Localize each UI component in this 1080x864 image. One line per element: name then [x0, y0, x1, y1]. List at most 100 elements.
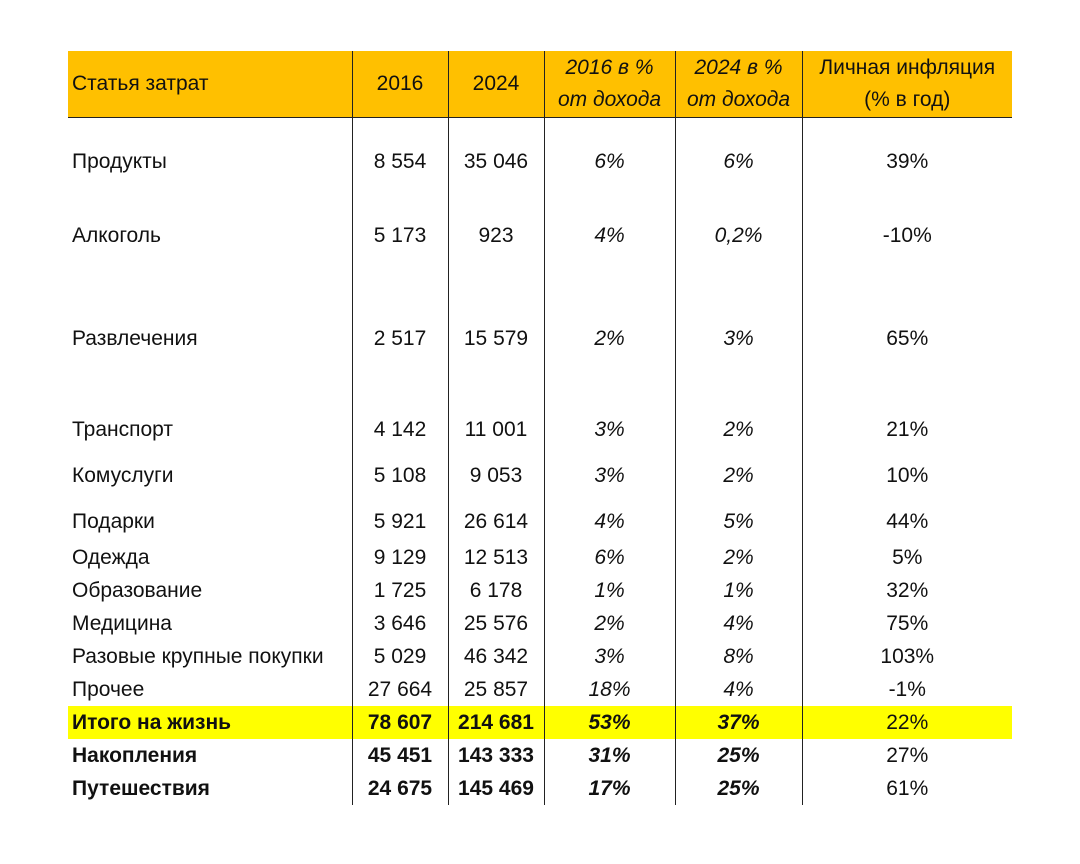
- cell-pct-2024: 6%: [675, 117, 803, 206]
- cell-pct-2024: 2%: [675, 448, 803, 503]
- header-item-label: Статья затрат: [72, 72, 209, 95]
- cell-inflation: 22%: [802, 706, 1012, 739]
- table-row: Медицина 3 646 25 576 2% 4% 75%: [68, 607, 1012, 640]
- cell-pct-2016: 1%: [544, 574, 676, 607]
- cell-inflation: 32%: [886, 578, 929, 602]
- header-pct-2024: 2024 в % от дохода: [675, 51, 803, 118]
- table-row: Прочее 27 664 25 857 18% 4% -1%: [68, 673, 1012, 706]
- cell-pct-2016: 3%: [544, 412, 676, 448]
- cell-2016: 45 451: [352, 739, 449, 772]
- row-label: Подарки: [68, 503, 353, 541]
- header-2024-label: 2024: [472, 72, 520, 95]
- cell-inflation: 44%: [886, 510, 929, 533]
- cell-pct-2016: 3%: [544, 448, 676, 503]
- row-label: Медицина: [68, 607, 353, 640]
- cell-pct-2024: 3%: [675, 266, 803, 412]
- table-row: Образование 1 725 6 178 1% 1% 32%: [68, 574, 1012, 607]
- header-row: Статья затрат 2016 2024 2016 в % от дохо…: [68, 51, 1012, 118]
- cell-2024: 25 576: [448, 607, 545, 640]
- cell-2024: 145 469: [448, 772, 545, 805]
- cell-2016: 9 129: [352, 541, 449, 574]
- header-inflation-line2: (% в год): [864, 88, 951, 111]
- table-row: Путешествия 24 675 145 469 17% 25% 61%: [68, 772, 1012, 805]
- cell-2016: 5 921: [352, 503, 449, 541]
- table-row: Комуслуги 5 108 9 053 3% 2% 10%: [68, 448, 1012, 503]
- header-inflation-line1: Личная инфляция: [819, 56, 996, 79]
- cell-pct-2024: 25%: [675, 772, 803, 805]
- header-2024: 2024: [448, 51, 545, 118]
- cell-2016: 5 173: [352, 206, 449, 266]
- cell-2016: 3 646: [352, 607, 449, 640]
- cell-2024: 46 342: [448, 640, 545, 673]
- cell-pct-2016: 3%: [544, 640, 676, 673]
- cell-2016: 24 675: [352, 772, 449, 805]
- cell-2024: 15 579: [448, 266, 545, 412]
- cell-2024: 6 178: [448, 574, 545, 607]
- cell-inflation: 75%: [886, 611, 929, 635]
- cell-2024: 11 001: [448, 412, 545, 448]
- header-inflation: Личная инфляция (% в год): [802, 51, 1012, 118]
- cell-pct-2024: 4%: [675, 673, 803, 706]
- header-pct-2016-line2: от дохода: [557, 88, 662, 111]
- cell-2016: 5 029: [352, 640, 449, 673]
- row-label: Прочее: [68, 673, 353, 706]
- cell-2016: 78 607: [352, 706, 449, 739]
- cell-pct-2016: 18%: [544, 673, 676, 706]
- header-item: Статья затрат: [68, 51, 353, 118]
- cell-2024: 923: [448, 206, 545, 266]
- cell-2024: 9 053: [448, 448, 545, 503]
- cell-pct-2016: 4%: [544, 503, 676, 541]
- cell-pct-2024: 37%: [675, 706, 803, 739]
- expense-table: Статья затрат 2016 2024 2016 в % от дохо…: [68, 51, 1012, 805]
- cell-pct-2016: 2%: [544, 266, 676, 412]
- table-row: Алкоголь 5 173 923 4% 0,2% -10%: [68, 206, 1012, 266]
- cell-inflation: 61%: [886, 776, 929, 800]
- table-row: Продукты 8 554 35 046 6% 6% 39%: [68, 117, 1012, 206]
- row-label: Итого на жизнь: [68, 706, 353, 739]
- expense-table-sheet: Статья затрат 2016 2024 2016 в % от дохо…: [68, 51, 1012, 805]
- header-2016-label: 2016: [376, 72, 424, 95]
- cell-2016: 8 554: [352, 117, 449, 206]
- cell-pct-2024: 8%: [675, 640, 803, 673]
- cell-inflation: 10%: [886, 463, 929, 487]
- cell-pct-2024: 25%: [675, 739, 803, 772]
- row-label: Продукты: [68, 117, 353, 206]
- cell-pct-2016: 6%: [544, 117, 676, 206]
- cell-inflation: 5%: [892, 545, 923, 569]
- row-label: Развлечения: [68, 266, 353, 412]
- cell-2024: 143 333: [448, 739, 545, 772]
- row-label: Комуслуги: [68, 448, 353, 503]
- header-pct-2016-line1: 2016 в %: [565, 56, 654, 79]
- cell-pct-2024: 4%: [675, 607, 803, 640]
- table-row: Подарки 5 921 26 614 4% 5% 44%: [68, 503, 1012, 541]
- cell-inflation: 39%: [886, 150, 929, 173]
- cell-2016: 4 142: [352, 412, 449, 448]
- cell-pct-2024: 2%: [675, 412, 803, 448]
- row-label: Одежда: [68, 541, 353, 574]
- table-row: Разовые крупные покупки 5 029 46 342 3% …: [68, 640, 1012, 673]
- cell-2024: 25 857: [448, 673, 545, 706]
- header-2016: 2016: [352, 51, 449, 118]
- row-label: Алкоголь: [68, 206, 353, 266]
- header-pct-2016: 2016 в % от дохода: [544, 51, 676, 118]
- row-label: Образование: [68, 574, 353, 607]
- total-row: Итого на жизнь 78 607 214 681 53% 37% 22…: [68, 706, 1012, 739]
- cell-pct-2016: 6%: [544, 541, 676, 574]
- table-row: Транспорт 4 142 11 001 3% 2% 21%: [68, 412, 1012, 448]
- row-label: Транспорт: [68, 412, 353, 448]
- cell-pct-2024: 2%: [675, 541, 803, 574]
- row-label: Разовые крупные покупки: [68, 640, 353, 673]
- cell-pct-2016: 53%: [544, 706, 676, 739]
- cell-inflation: -10%: [882, 224, 932, 247]
- cell-2016: 1 725: [352, 574, 449, 607]
- cell-inflation: 103%: [880, 644, 935, 668]
- cell-inflation: 21%: [886, 418, 929, 441]
- cell-pct-2016: 17%: [544, 772, 676, 805]
- cell-pct-2024: 1%: [675, 574, 803, 607]
- cell-2024: 214 681: [448, 706, 545, 739]
- header-pct-2024-line2: от дохода: [686, 88, 791, 111]
- table-row: Накопления 45 451 143 333 31% 25% 27%: [68, 739, 1012, 772]
- cell-inflation: -1%: [888, 677, 926, 701]
- cell-2024: 35 046: [448, 117, 545, 206]
- cell-pct-2016: 31%: [544, 739, 676, 772]
